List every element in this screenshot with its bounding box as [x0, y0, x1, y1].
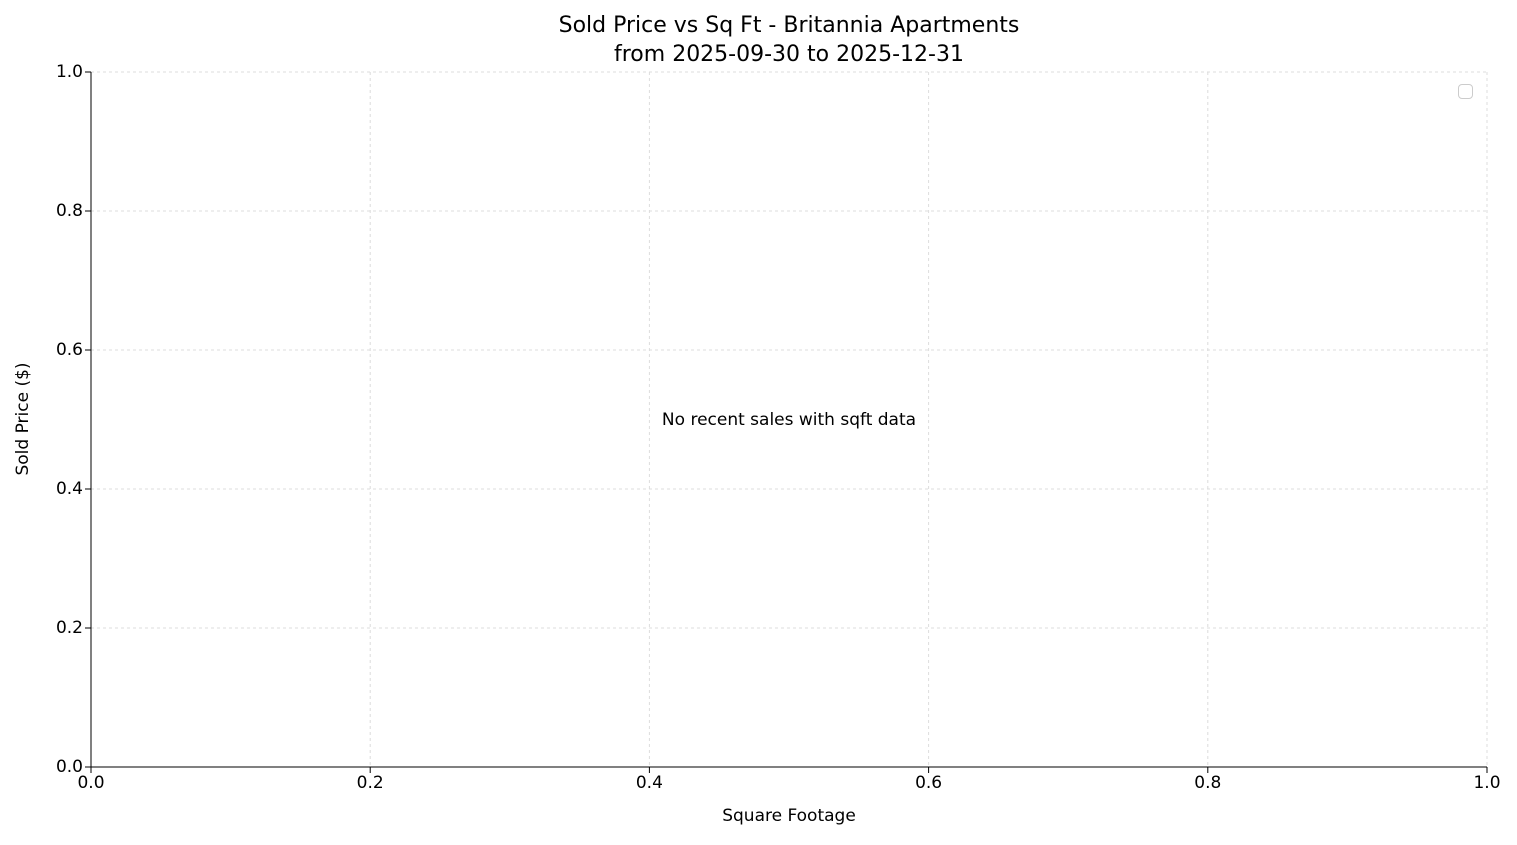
chart-title: Sold Price vs Sq Ft - Britannia Apartmen… — [91, 12, 1487, 69]
no-data-annotation: No recent sales with sqft data — [661, 409, 917, 430]
plot-area: No recent sales with sqft data — [85, 71, 1488, 773]
y-tick-label: 1.0 — [55, 62, 83, 82]
y-tick-label: 0.4 — [55, 479, 83, 499]
y-tick-label: 0.8 — [55, 201, 83, 221]
chart-title-line2: from 2025-09-30 to 2025-12-31 — [614, 41, 964, 67]
gridlines-layer — [85, 71, 1488, 773]
chart-title-line1: Sold Price vs Sq Ft - Britannia Apartmen… — [558, 13, 1020, 38]
y-tick-label: 0.2 — [55, 618, 83, 638]
y-tick-label: 0.6 — [55, 340, 83, 360]
x-tick-label: 0.6 — [915, 773, 943, 793]
y-tick-label: 0.0 — [55, 757, 83, 777]
x-tick-label: 0.2 — [356, 773, 384, 793]
y-axis-tick-labels: 0.0 0.2 0.4 0.6 0.8 1.0 — [0, 62, 83, 777]
x-tick-label: 1.0 — [1473, 773, 1501, 793]
x-axis-label: Square Footage — [722, 806, 856, 826]
x-axis-tick-labels: 0.0 0.2 0.4 0.6 0.8 1.0 — [77, 773, 1500, 797]
x-tick-label: 0.8 — [1194, 773, 1222, 793]
x-tick-label: 0.4 — [635, 773, 663, 793]
legend-box — [1458, 84, 1473, 99]
y-axis-label: Sold Price ($) — [13, 362, 33, 476]
x-tick-label: 0.0 — [77, 773, 105, 793]
